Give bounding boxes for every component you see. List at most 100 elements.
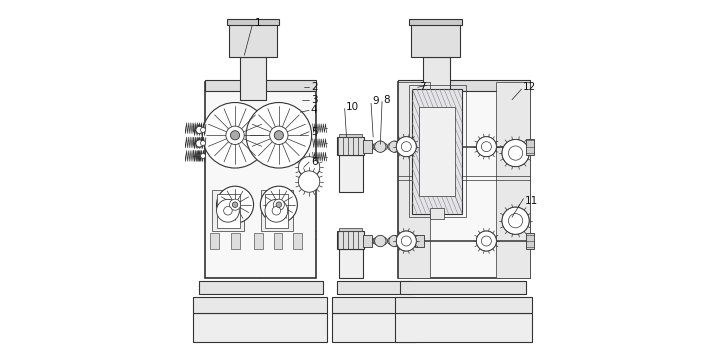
Circle shape xyxy=(232,202,238,208)
Bar xyxy=(409,19,462,25)
Circle shape xyxy=(201,141,205,146)
Text: 7: 7 xyxy=(420,82,426,92)
Text: 8: 8 xyxy=(383,95,390,105)
Circle shape xyxy=(274,131,283,140)
Bar xyxy=(339,134,362,137)
Circle shape xyxy=(508,214,523,228)
Circle shape xyxy=(476,137,497,157)
Circle shape xyxy=(373,143,381,150)
Circle shape xyxy=(402,142,411,152)
Circle shape xyxy=(217,199,239,222)
Circle shape xyxy=(381,237,387,245)
Circle shape xyxy=(246,103,312,168)
Bar xyxy=(332,313,416,342)
Circle shape xyxy=(299,171,320,192)
Bar xyxy=(526,233,534,249)
Circle shape xyxy=(397,137,416,157)
Circle shape xyxy=(502,140,529,167)
Circle shape xyxy=(276,202,281,208)
Bar xyxy=(339,155,362,192)
Circle shape xyxy=(226,126,244,145)
Bar xyxy=(398,82,530,278)
Bar xyxy=(273,233,283,249)
Circle shape xyxy=(389,141,400,152)
Circle shape xyxy=(476,231,497,251)
Text: 3: 3 xyxy=(311,95,318,105)
Bar xyxy=(398,82,430,278)
Circle shape xyxy=(367,237,374,245)
Circle shape xyxy=(402,236,411,246)
Bar xyxy=(254,233,263,249)
Bar xyxy=(410,21,460,57)
Circle shape xyxy=(410,237,418,245)
Text: 2: 2 xyxy=(311,82,318,92)
Circle shape xyxy=(375,141,386,152)
Bar xyxy=(205,82,315,278)
Bar xyxy=(231,233,240,249)
Circle shape xyxy=(403,143,410,150)
Bar xyxy=(227,19,279,25)
Bar xyxy=(265,194,288,228)
Circle shape xyxy=(476,137,497,157)
Bar xyxy=(526,139,534,155)
Circle shape xyxy=(387,143,394,150)
Bar xyxy=(394,297,531,313)
Bar xyxy=(400,281,526,294)
Circle shape xyxy=(373,237,381,245)
Circle shape xyxy=(273,199,284,210)
Bar xyxy=(423,57,450,100)
Bar xyxy=(420,107,455,196)
Bar xyxy=(217,194,240,228)
Circle shape xyxy=(394,237,402,245)
Bar xyxy=(339,228,362,231)
Circle shape xyxy=(387,237,394,245)
Circle shape xyxy=(397,137,416,157)
Bar xyxy=(337,281,412,294)
Bar xyxy=(240,57,266,100)
Circle shape xyxy=(230,199,241,210)
Circle shape xyxy=(217,186,254,223)
Bar xyxy=(409,85,465,217)
Bar xyxy=(212,190,244,231)
Circle shape xyxy=(201,153,205,158)
Bar xyxy=(398,80,530,91)
Bar xyxy=(363,235,372,247)
Bar xyxy=(339,249,362,278)
Bar xyxy=(210,233,219,249)
Text: 1: 1 xyxy=(254,18,261,28)
Circle shape xyxy=(196,126,203,134)
Bar xyxy=(194,313,327,342)
Circle shape xyxy=(202,103,268,168)
Circle shape xyxy=(265,199,288,222)
Bar xyxy=(332,297,416,313)
Bar xyxy=(194,297,327,313)
Bar xyxy=(261,190,293,231)
Circle shape xyxy=(394,143,402,150)
Circle shape xyxy=(502,140,529,167)
Circle shape xyxy=(375,235,386,247)
Circle shape xyxy=(403,237,410,245)
Text: 5: 5 xyxy=(311,127,318,137)
Bar xyxy=(293,233,302,249)
Circle shape xyxy=(481,142,492,152)
Bar xyxy=(337,137,363,155)
Text: 10: 10 xyxy=(346,102,359,112)
Bar xyxy=(199,281,323,294)
Bar xyxy=(229,21,277,57)
Circle shape xyxy=(367,143,374,150)
Circle shape xyxy=(476,231,497,251)
Circle shape xyxy=(389,235,400,247)
Circle shape xyxy=(397,231,416,251)
Text: 11: 11 xyxy=(524,196,538,206)
Circle shape xyxy=(223,206,232,215)
Bar xyxy=(430,208,444,219)
Circle shape xyxy=(481,236,492,246)
Bar xyxy=(415,140,423,153)
Circle shape xyxy=(502,207,529,234)
Circle shape xyxy=(270,126,288,145)
Text: 12: 12 xyxy=(523,82,536,92)
Circle shape xyxy=(196,140,203,147)
Circle shape xyxy=(508,146,523,160)
Bar xyxy=(496,82,530,278)
Text: 9: 9 xyxy=(372,96,378,106)
